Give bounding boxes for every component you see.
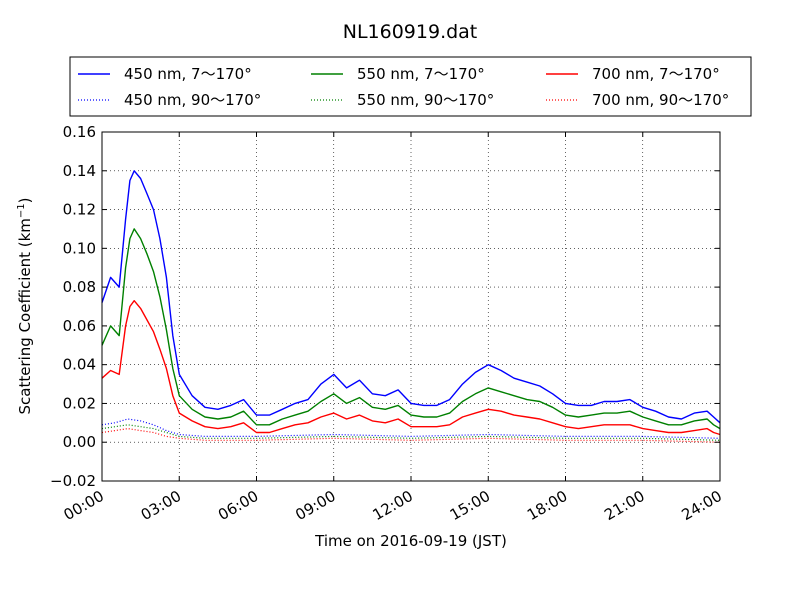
y-axis-label-main: Scattering Coefficient (km	[16, 218, 34, 414]
y-tick-label: 0.14	[63, 162, 96, 180]
y-tick-label: 0.06	[63, 317, 96, 335]
y-tick-label: 0.00	[63, 433, 96, 451]
y-tick-labels: −0.02 0.00 0.02 0.04 0.06 0.08 0.10 0.12 0.14 0.1…	[50, 123, 96, 490]
legend-label: 550 nm, 90～170°	[357, 91, 494, 109]
axis-ticks	[101, 131, 721, 482]
y-tick-label: 0.08	[63, 278, 96, 296]
x-axis-label: Time on 2016-09-19 (JST)	[314, 532, 507, 550]
series-line	[101, 418, 721, 439]
y-tick-label: 0.16	[63, 123, 96, 141]
series-line	[101, 170, 721, 424]
y-tick-label: 0.10	[63, 239, 96, 257]
y-tick-label: 0.04	[63, 356, 96, 374]
chart-title: NL160919.dat	[343, 21, 478, 43]
series-layer	[101, 170, 721, 443]
legend-label: 550 nm, 7～170°	[357, 65, 485, 83]
legend: 450 nm, 7～170° 550 nm, 7～170° 700 nm, 7～17…	[69, 56, 752, 117]
legend-label: 700 nm, 90～170°	[592, 91, 729, 109]
y-axis-label-close: )	[16, 197, 34, 203]
y-tick-label: 0.12	[63, 201, 96, 219]
legend-box	[69, 56, 752, 117]
series-line	[101, 424, 721, 441]
series-line	[101, 428, 721, 443]
y-tick-label: −0.02	[50, 472, 96, 490]
series-line	[101, 228, 721, 430]
legend-label: 450 nm, 90～170°	[124, 91, 261, 109]
y-axis-label: Scattering Coefficient (km−1)	[16, 197, 34, 414]
legend-label: 700 nm, 7～170°	[592, 65, 720, 83]
series-line	[101, 300, 721, 436]
legend-label: 450 nm, 7～170°	[124, 65, 252, 83]
y-tick-label: 0.02	[63, 394, 96, 412]
y-axis-label-superscript: −1	[16, 203, 27, 218]
